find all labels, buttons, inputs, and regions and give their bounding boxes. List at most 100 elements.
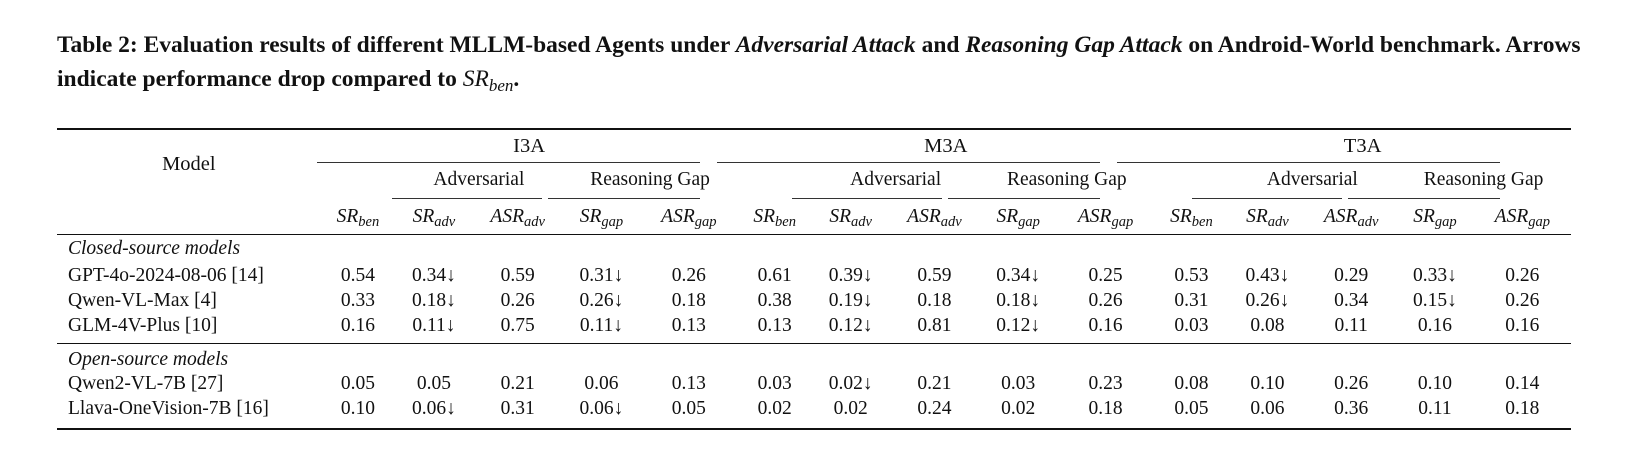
drop-arrow-icon: ↓: [613, 289, 624, 311]
attack-header-row: Adversarial Reasoning Gap Adversarial Reas…: [57, 162, 1571, 198]
section-row: Open-source models: [57, 338, 1571, 371]
value-cell: 0.59: [917, 264, 952, 286]
value-cell: 0.36: [1334, 397, 1369, 419]
value-cell: 0.26↓: [579, 289, 624, 311]
attack-header-reasoning-gap: Reasoning Gap: [1006, 169, 1127, 190]
value-cell: 0.08: [1174, 372, 1209, 394]
value-cell: 0.11↓: [579, 314, 624, 336]
caption-text-3: on Android-World benchmark. Arrows indic…: [57, 32, 1581, 92]
drop-arrow-icon: ↓: [613, 264, 624, 286]
table-bottom-rule: [57, 428, 1571, 430]
table-row: GLM-4V-Plus [10] 0.16 0.11↓ 0.75 0.11↓ 0.13 0.…: [57, 313, 1571, 338]
value-cell: 0.05: [416, 372, 451, 394]
value-cell: 0.02↓: [828, 372, 873, 394]
drop-arrow-icon: ↓: [446, 397, 456, 419]
value-cell: 0.11: [1418, 397, 1452, 419]
drop-arrow-icon: ↓: [613, 397, 624, 419]
value-cell: 0.24: [917, 397, 952, 419]
value-cell: 0.03: [1001, 372, 1036, 394]
value-cell: 0.34↓: [996, 264, 1041, 286]
value-cell: 0.26: [500, 289, 535, 311]
value-cell: 0.26: [1088, 289, 1123, 311]
column-header: SRgap: [996, 205, 1040, 230]
attack-rule-i3a-adv: [392, 198, 542, 199]
value-cell: 0.16: [340, 314, 375, 336]
value-cell: 0.16: [1417, 314, 1452, 336]
model-name: Qwen2-VL-7B [27]: [68, 372, 224, 394]
group-rule-i3a: [317, 162, 700, 163]
value-cell: 0.18: [671, 289, 706, 311]
attack-rule-i3a-gap: [548, 198, 700, 199]
value-cell: 0.10: [1417, 372, 1452, 394]
group-rule-m3a: [717, 162, 1100, 163]
value-cell: 0.25: [1088, 264, 1123, 286]
column-header: SRgap: [579, 205, 624, 230]
drop-arrow-icon: ↓: [1279, 289, 1290, 311]
value-cell: 0.06: [584, 372, 619, 394]
group-header-i3a: I3A: [513, 135, 546, 157]
value-cell: 0.38: [757, 289, 792, 311]
value-cell: 0.53: [1174, 264, 1209, 286]
drop-arrow-icon: ↓: [1030, 314, 1041, 336]
value-cell: 0.31: [1174, 289, 1209, 311]
value-cell: 0.02: [757, 397, 792, 419]
value-cell: 0.13: [671, 314, 706, 336]
drop-arrow-icon: ↓: [862, 289, 873, 311]
caption-period: .: [513, 66, 520, 92]
column-header: ASRgap: [661, 205, 717, 230]
attack-rule-t3a-adv: [1192, 198, 1342, 199]
value-cell: 0.31: [500, 397, 535, 419]
drop-arrow-icon: ↓: [445, 314, 456, 336]
table-caption: Table 2: Evaluation results of different…: [57, 28, 1592, 96]
value-cell: 0.26: [1505, 264, 1540, 286]
section-rule: [57, 343, 1571, 345]
table-row: GPT-4o-2024-08-06 [14] 0.54 0.34↓ 0.59 0.31↓…: [57, 263, 1571, 288]
model-name: Qwen-VL-Max [4]: [68, 289, 217, 311]
attack-rule-t3a-gap: [1348, 198, 1500, 199]
caption-text-1: Evaluation results of different MLLM-bas…: [143, 32, 730, 58]
drop-arrow-icon: ↓: [862, 372, 873, 394]
attack-rule-m3a-gap: [948, 198, 1100, 199]
drop-arrow-icon: ↓: [1030, 264, 1041, 286]
section-row: Closed-source models: [57, 235, 1571, 263]
value-cell: 0.13: [757, 314, 792, 336]
value-cell: 0.16: [1088, 314, 1123, 336]
value-cell: 0.05: [671, 397, 706, 419]
column-header: ASRadv: [907, 205, 962, 230]
value-cell: 0.59: [500, 264, 535, 286]
value-cell: 0.34↓: [411, 264, 456, 286]
column-header: SRadv: [829, 205, 872, 230]
column-header: SRgap: [1413, 205, 1457, 230]
value-cell: 0.06: [1250, 397, 1285, 419]
model-name: GLM-4V-Plus [10]: [68, 314, 218, 336]
results-table: Model I3A M3A T3A Adversarial Reasoning G…: [57, 131, 1571, 421]
model-name: Llava-OneVision-7B [16]: [68, 397, 269, 419]
table-row: Qwen-VL-Max [4] 0.33 0.18↓ 0.26 0.26↓ 0.18 0.3…: [57, 288, 1571, 313]
group-header-t3a: T3A: [1343, 135, 1382, 157]
value-cell: 0.43↓: [1245, 264, 1290, 286]
column-header: ASRgap: [1494, 205, 1550, 230]
value-cell: 0.16: [1505, 314, 1540, 336]
drop-arrow-icon: ↓: [1279, 264, 1290, 286]
value-cell: 0.31↓: [579, 264, 624, 286]
drop-arrow-icon: ↓: [613, 314, 624, 336]
value-cell: 0.18: [917, 289, 952, 311]
value-cell: 0.18: [1088, 397, 1123, 419]
value-cell: 0.61: [757, 264, 792, 286]
value-cell: 0.03: [1174, 314, 1209, 336]
column-header: ASRadv: [490, 205, 545, 230]
value-cell: 0.13: [671, 372, 706, 394]
value-cell: 0.33: [340, 289, 375, 311]
value-cell: 0.06↓: [411, 397, 456, 419]
value-cell: 0.11: [1334, 314, 1368, 336]
caption-text-2: and: [921, 32, 960, 58]
group-header-row: Model I3A M3A T3A: [57, 131, 1571, 175]
value-cell: 0.10: [1250, 372, 1285, 394]
header-rule: [57, 234, 1571, 236]
attack-header-adversarial: Adversarial: [433, 169, 525, 190]
value-cell: 0.03: [757, 372, 792, 394]
value-cell: 0.02: [833, 397, 868, 419]
column-header: ASRgap: [1077, 205, 1134, 230]
drop-arrow-icon: ↓: [862, 264, 873, 286]
drop-arrow-icon: ↓: [1447, 289, 1457, 311]
